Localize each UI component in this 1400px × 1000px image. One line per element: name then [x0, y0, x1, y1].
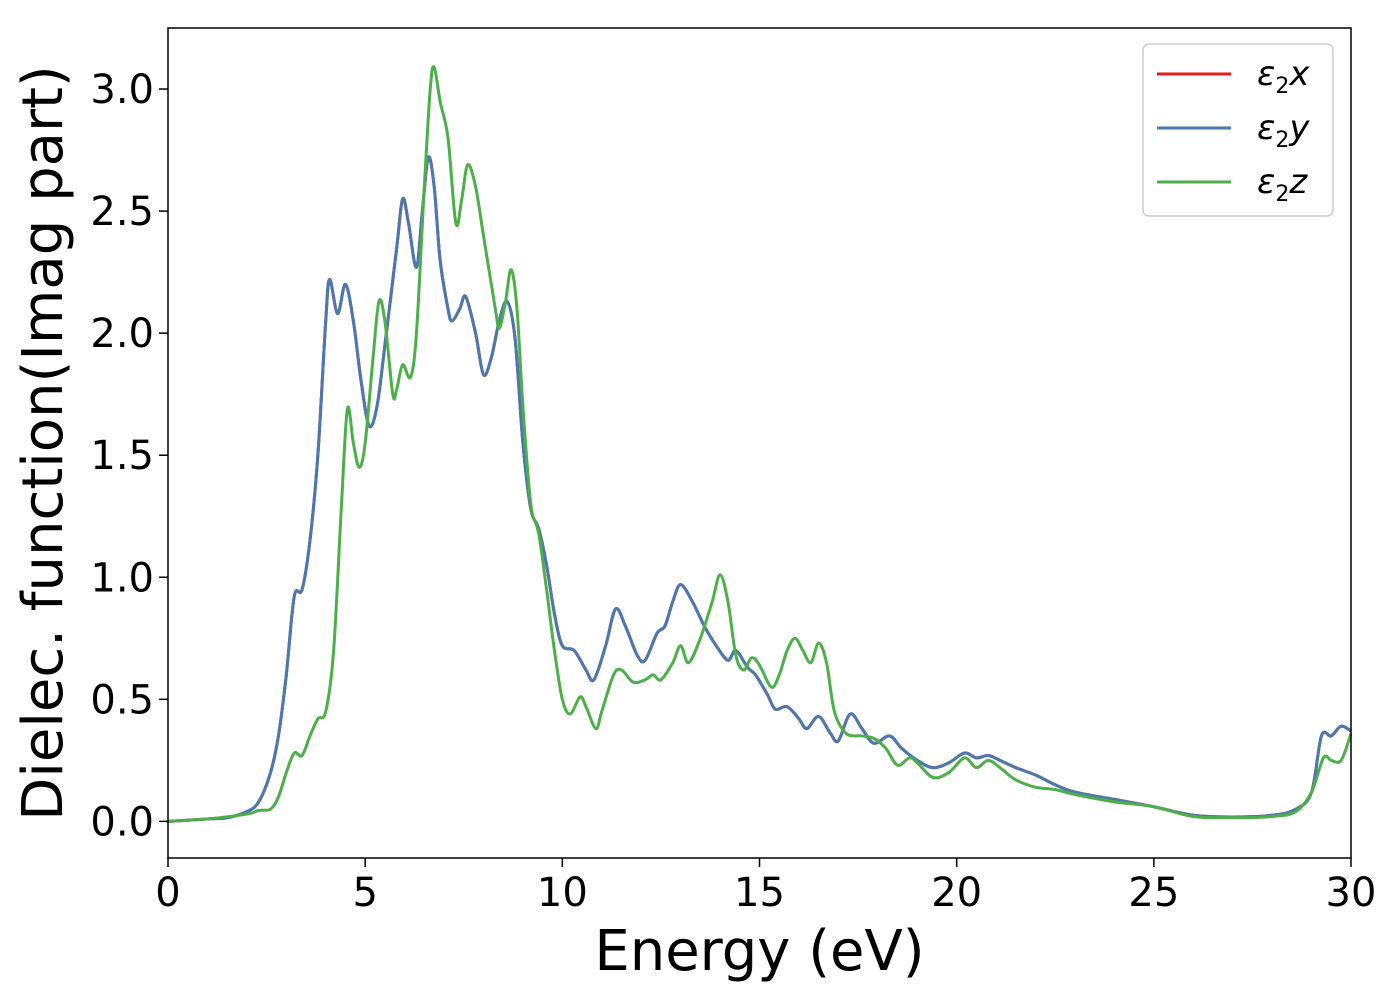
legend: ε2x ε2y ε2z: [1142, 43, 1334, 217]
y-tick-label: 0.5: [90, 677, 154, 723]
y-tick-label: 2.5: [90, 189, 154, 235]
series-line-z: [167, 65, 1353, 823]
series-line-y: [167, 155, 1352, 823]
series-layer: [167, 65, 1353, 823]
x-tick-label: 15: [734, 870, 785, 916]
y-tick-label: 1.0: [90, 555, 154, 601]
y-tick-label: 1.5: [90, 433, 154, 479]
x-tick-label: 0: [155, 870, 180, 916]
legend-box: [1142, 43, 1334, 217]
legend-label-x: ε2x: [1257, 54, 1310, 99]
x-tick-label: 25: [1128, 870, 1179, 916]
legend-label-z: ε2z: [1257, 162, 1308, 207]
legend-items: ε2x ε2y ε2z: [1157, 54, 1310, 207]
x-tick-label: 10: [537, 870, 588, 916]
series-line-x: [167, 155, 1352, 823]
x-tick-label: 5: [352, 870, 377, 916]
y-tick-label: 3.0: [90, 67, 154, 113]
x-tick-label: 30: [1326, 870, 1377, 916]
y-axis-title: Dielec. function(Imag part): [11, 65, 76, 821]
x-axis: 0 5 10 15 20 25 30: [155, 858, 1376, 916]
y-tick-label: 2.0: [90, 311, 154, 357]
legend-label-y: ε2y: [1257, 108, 1310, 153]
y-tick-label: 0.0: [90, 799, 154, 845]
x-axis-title: Energy (eV): [594, 919, 924, 984]
y-axis: 0.0 0.5 1.0 1.5 2.0 2.5 3.0: [90, 67, 168, 845]
x-tick-label: 20: [931, 870, 982, 916]
